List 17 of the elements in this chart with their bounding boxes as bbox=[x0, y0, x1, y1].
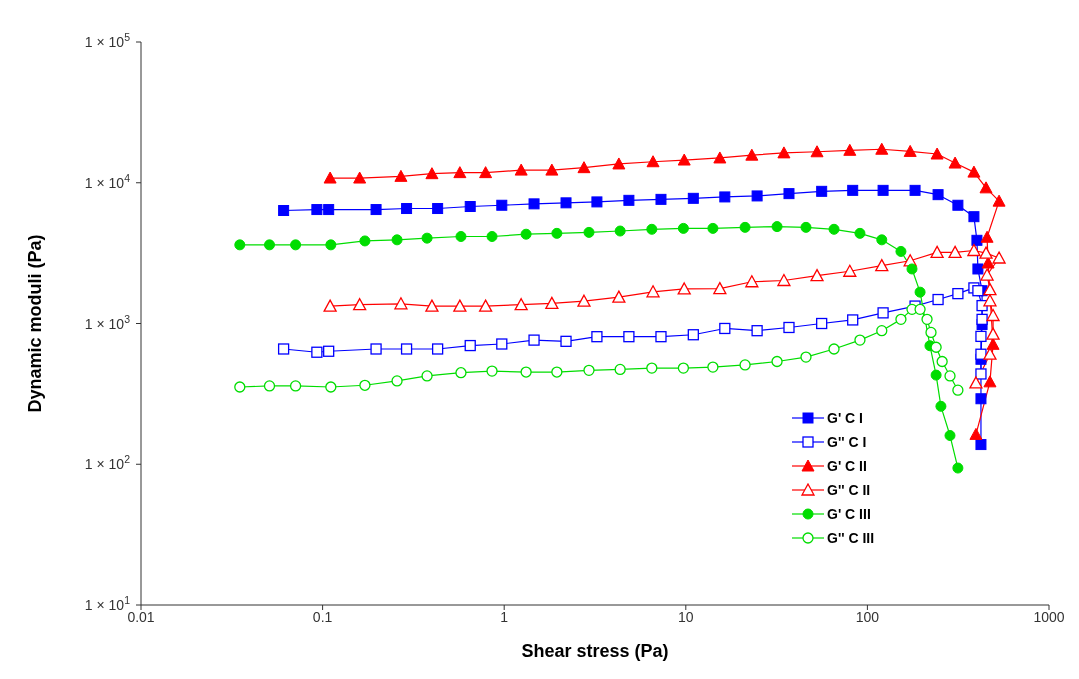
y-tick-label: 1 × 10$^{3}$ bbox=[84, 312, 131, 332]
legend-label: G' C III bbox=[827, 506, 871, 522]
legend-label: G' C II bbox=[827, 458, 867, 474]
y-tick-label: 1 × 10$^{5}$ bbox=[84, 31, 131, 50]
legend-label: G'' C II bbox=[827, 482, 871, 498]
x-tick-label: 10 bbox=[678, 608, 694, 625]
x-tick-label: 0.1 bbox=[312, 608, 333, 625]
legend-label: G' C I bbox=[827, 410, 863, 426]
y-axis-title: Dynamic moduli (Pa) bbox=[25, 234, 46, 413]
y-tick-label: 1 × 10$^{4}$ bbox=[84, 171, 131, 191]
x-tick-label: 100 bbox=[855, 608, 880, 625]
legend-label: G'' C III bbox=[827, 530, 875, 546]
x-tick-label: 1 bbox=[500, 608, 509, 625]
legend-label: G'' C I bbox=[827, 434, 867, 450]
x-tick-label: 1000 bbox=[1033, 608, 1065, 625]
x-axis-title: Shear stress (Pa) bbox=[521, 641, 669, 661]
y-tick-label: 1 × 10$^{2}$ bbox=[84, 453, 131, 473]
